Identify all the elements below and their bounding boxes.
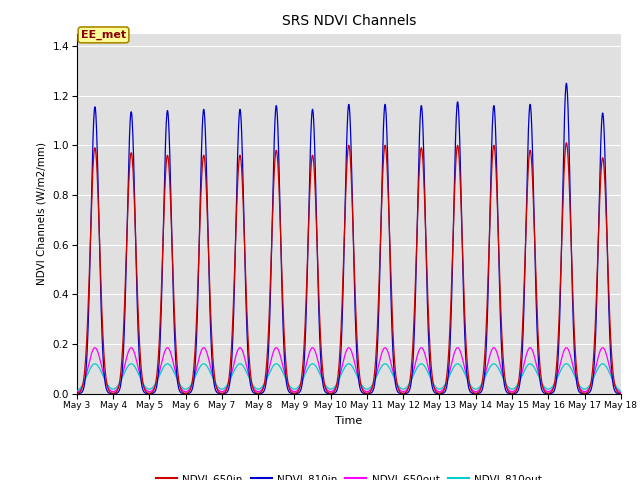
Text: EE_met: EE_met (81, 30, 126, 40)
X-axis label: Time: Time (335, 416, 362, 426)
Y-axis label: NDVI Channels (W/m2/mm): NDVI Channels (W/m2/mm) (37, 142, 47, 285)
Legend: NDVI_650in, NDVI_810in, NDVI_650out, NDVI_810out: NDVI_650in, NDVI_810in, NDVI_650out, NDV… (152, 470, 546, 480)
Title: SRS NDVI Channels: SRS NDVI Channels (282, 14, 416, 28)
